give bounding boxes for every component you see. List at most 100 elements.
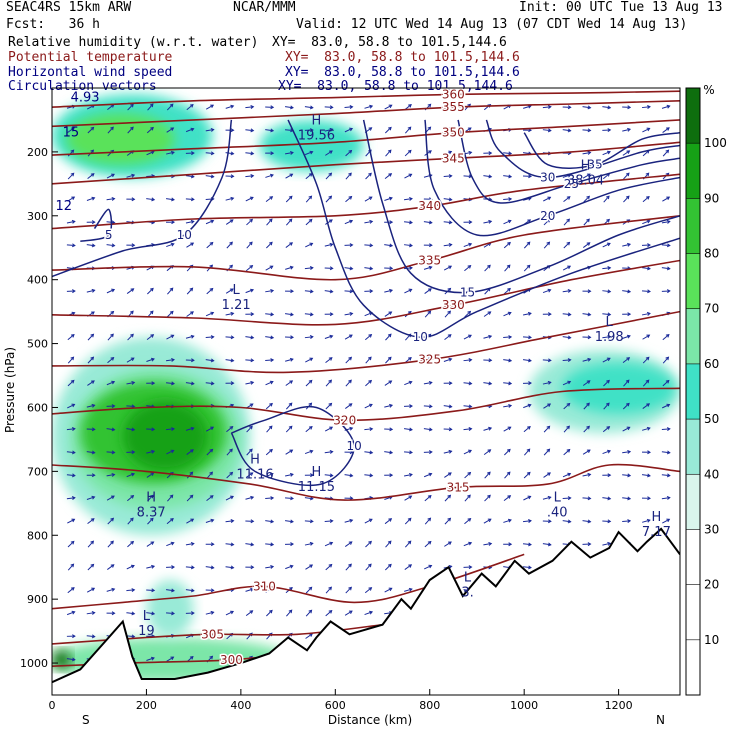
vector-arrow — [662, 149, 669, 157]
vector-arrowhead — [428, 564, 433, 569]
vector-arrowhead — [230, 311, 235, 316]
vector-arrowhead — [507, 426, 512, 431]
vector-arrowhead — [249, 610, 254, 614]
vector-arrow — [66, 428, 75, 431]
vector-arrow — [344, 474, 353, 477]
vector-arrowhead — [149, 517, 154, 522]
vector-arrow — [562, 129, 571, 132]
vector-arrowhead — [110, 495, 115, 500]
vector-arrow — [285, 425, 293, 433]
vector-arrow — [245, 472, 253, 478]
vector-arrowhead — [508, 358, 513, 363]
vector-arrow — [622, 357, 630, 364]
vector-arrowhead — [170, 242, 175, 247]
vector-arrowhead — [547, 495, 552, 500]
vector-arrowhead — [429, 243, 433, 248]
vector-arrowhead — [328, 379, 333, 384]
extremum-value: 11.15 — [298, 480, 335, 495]
vector-arrowhead — [566, 402, 571, 407]
vector-arrow — [324, 497, 333, 500]
field-vectors-xy: XY= 83.0, 58.8 to 101.5,144.6 — [278, 79, 513, 94]
vector-arrowhead — [190, 242, 195, 246]
vector-arrow — [325, 564, 333, 571]
y-tick-label: 200 — [27, 146, 48, 159]
vector-arrowhead — [567, 472, 572, 477]
vector-arrowhead — [71, 311, 76, 316]
vector-arrowhead — [189, 655, 194, 660]
vector-arrow — [384, 104, 392, 110]
valid-time: Valid: 12 UTC Wed 14 Aug 13 (07 CDT Wed … — [296, 17, 688, 32]
vector-arrow — [603, 195, 610, 203]
vector-arrowhead — [209, 495, 214, 499]
vector-arrowhead — [468, 404, 473, 409]
vector-arrow — [225, 543, 234, 546]
vector-arrowhead — [169, 310, 174, 315]
field-wind-xy: XY= 83.0, 58.8 to 101.5,144.6 — [285, 65, 520, 80]
vector-arrow — [582, 449, 591, 455]
vector-arrowhead — [150, 541, 155, 545]
vector-arrowhead — [169, 494, 174, 499]
vector-arrow — [285, 473, 294, 477]
colorbar-segment — [686, 584, 700, 640]
vector-arrowhead — [328, 172, 333, 177]
vector-arrowhead — [506, 471, 511, 476]
vector-arrow — [364, 244, 373, 247]
vector-arrowhead — [91, 450, 96, 455]
vector-arrowhead — [646, 518, 651, 523]
vector-arrow — [245, 496, 254, 500]
vector-arrowhead — [249, 403, 254, 407]
wind-contour-30 — [485, 119, 680, 179]
vector-arrow — [641, 106, 651, 109]
vector-arrowhead — [250, 587, 255, 592]
vector-arrow — [146, 541, 154, 547]
vector-arrow — [622, 335, 631, 339]
vector-arrowhead — [110, 517, 115, 522]
vector-arrow — [186, 449, 194, 455]
vector-arrowhead — [329, 105, 334, 110]
vector-arrow — [166, 103, 174, 111]
vector-arrowhead — [329, 449, 334, 454]
vector-arrow — [245, 196, 254, 202]
vector-arrow — [503, 495, 511, 502]
vector-arrowhead — [389, 288, 394, 293]
vector-arrow — [245, 289, 254, 294]
vector-arrowhead — [408, 356, 412, 361]
vector-arrow — [304, 290, 313, 293]
vector-arrowhead — [527, 426, 531, 430]
vector-arrowhead — [367, 356, 372, 361]
vector-arrow — [67, 334, 75, 341]
vector-arrowhead — [448, 220, 453, 225]
vector-arrow — [622, 150, 630, 156]
wind-contour-25 — [457, 119, 680, 204]
vector-arrow — [205, 104, 214, 110]
vector-arrowhead — [387, 333, 392, 338]
vector-arrowhead — [666, 450, 671, 455]
extremum-value: .40 — [547, 506, 568, 521]
vector-arrow — [404, 540, 412, 548]
vector-arrowhead — [209, 241, 214, 246]
vector-arrow — [384, 496, 393, 500]
vector-arrow — [483, 382, 492, 385]
vector-arrow — [205, 566, 214, 569]
vector-arrowhead — [269, 587, 274, 592]
vector-arrow — [542, 359, 551, 361]
vector-arrowhead — [467, 471, 472, 476]
vector-arrowhead — [389, 450, 394, 455]
vector-arrow — [147, 103, 154, 111]
vector-arrow — [106, 451, 115, 454]
vector-arrowhead — [270, 312, 275, 317]
vector-arrowhead — [71, 427, 76, 431]
vector-arrowhead — [348, 563, 352, 568]
vector-arrowhead — [130, 103, 134, 108]
vector-arrowhead — [210, 381, 215, 386]
vector-arrowhead — [111, 173, 115, 178]
vector-arrowhead — [468, 381, 473, 386]
vector-arrowhead — [309, 519, 314, 524]
vector-arrowhead — [566, 196, 571, 200]
vector-arrowhead — [527, 311, 532, 316]
vector-arrow — [562, 359, 571, 362]
vector-arrowhead — [606, 426, 611, 430]
vector-arrow — [205, 382, 214, 385]
vector-arrow — [86, 635, 95, 638]
vector-arrow — [67, 380, 75, 387]
